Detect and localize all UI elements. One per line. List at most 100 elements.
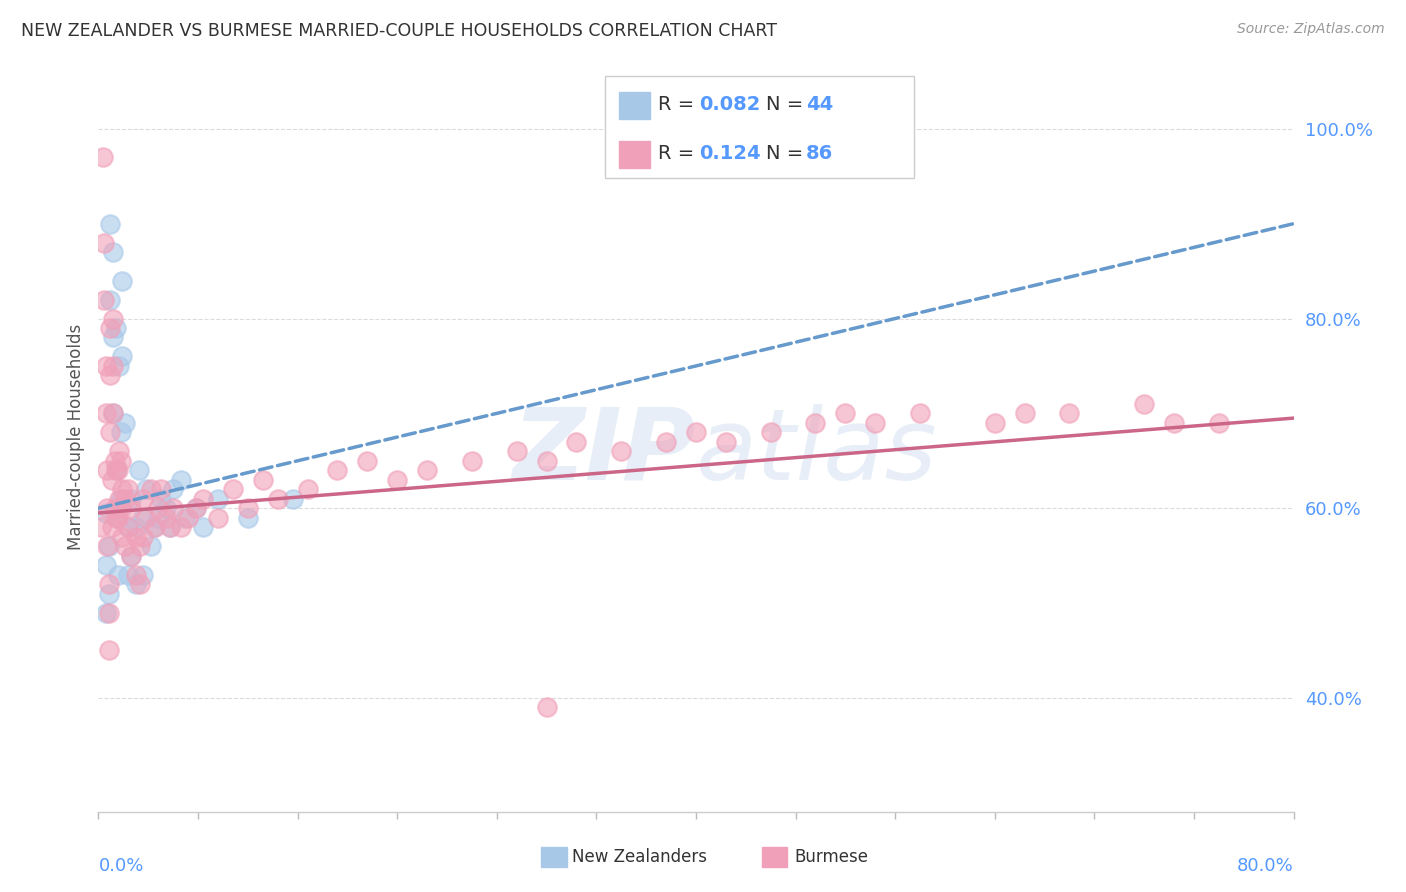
Point bbox=[169, 473, 191, 487]
Point bbox=[105, 463, 128, 477]
Point bbox=[103, 330, 125, 344]
Point bbox=[356, 454, 378, 468]
Point bbox=[103, 311, 125, 326]
Point bbox=[114, 416, 136, 430]
Text: New Zealanders: New Zealanders bbox=[572, 848, 707, 866]
Point bbox=[111, 482, 134, 496]
Point bbox=[94, 606, 117, 620]
Point bbox=[159, 520, 181, 534]
Point bbox=[155, 501, 177, 516]
Point bbox=[111, 350, 134, 364]
Point bbox=[108, 444, 131, 458]
Text: 80.0%: 80.0% bbox=[1237, 857, 1294, 875]
Point bbox=[110, 425, 132, 440]
Point bbox=[191, 491, 214, 506]
Point bbox=[128, 463, 150, 477]
Point bbox=[96, 463, 118, 477]
Point bbox=[207, 491, 229, 506]
Point bbox=[565, 434, 588, 449]
Point bbox=[110, 454, 132, 468]
Point bbox=[461, 454, 484, 468]
Point bbox=[169, 520, 191, 534]
Point bbox=[132, 567, 155, 582]
Point bbox=[98, 425, 122, 440]
Point bbox=[714, 434, 737, 449]
Point bbox=[94, 506, 117, 520]
Point bbox=[125, 577, 148, 591]
Point bbox=[93, 235, 115, 250]
Point bbox=[297, 482, 319, 496]
Text: R =: R = bbox=[658, 95, 700, 113]
Point bbox=[108, 359, 131, 373]
Point bbox=[103, 245, 125, 260]
Point bbox=[236, 510, 259, 524]
Point bbox=[655, 434, 678, 449]
Point bbox=[207, 510, 229, 524]
Point bbox=[105, 463, 128, 477]
Point bbox=[184, 501, 207, 516]
Point bbox=[132, 491, 155, 506]
Text: 0.082: 0.082 bbox=[699, 95, 761, 113]
Point bbox=[97, 586, 120, 600]
Point bbox=[252, 473, 274, 487]
Point bbox=[326, 463, 349, 477]
Point bbox=[110, 501, 132, 516]
Point bbox=[117, 567, 139, 582]
Point bbox=[150, 482, 173, 496]
Point bbox=[162, 482, 184, 496]
Text: N =: N = bbox=[766, 144, 810, 162]
Point bbox=[117, 520, 139, 534]
Point bbox=[1208, 416, 1230, 430]
Point bbox=[129, 577, 152, 591]
Point bbox=[142, 520, 165, 534]
Text: atlas: atlas bbox=[696, 403, 938, 500]
Point bbox=[98, 368, 122, 383]
Point bbox=[506, 444, 529, 458]
Text: 44: 44 bbox=[806, 95, 832, 113]
Point bbox=[865, 416, 887, 430]
Point bbox=[148, 510, 170, 524]
Point bbox=[150, 491, 173, 506]
Point bbox=[125, 520, 148, 534]
Point bbox=[191, 520, 214, 534]
Point bbox=[120, 549, 142, 563]
Text: ZIP: ZIP bbox=[513, 403, 696, 500]
Point bbox=[104, 501, 127, 516]
Point bbox=[105, 321, 128, 335]
Point bbox=[148, 501, 170, 516]
Point bbox=[94, 406, 117, 420]
Point bbox=[96, 501, 118, 516]
Point bbox=[120, 491, 142, 506]
Point bbox=[184, 501, 207, 516]
Point bbox=[129, 539, 152, 553]
Point bbox=[98, 321, 122, 335]
Point bbox=[103, 359, 125, 373]
Point bbox=[1014, 406, 1036, 420]
Point bbox=[111, 274, 134, 288]
Point bbox=[143, 520, 166, 534]
Point bbox=[107, 567, 129, 582]
Point bbox=[1163, 416, 1185, 430]
Point bbox=[104, 454, 127, 468]
Point bbox=[120, 549, 142, 563]
Text: NEW ZEALANDER VS BURMESE MARRIED-COUPLE HOUSEHOLDS CORRELATION CHART: NEW ZEALANDER VS BURMESE MARRIED-COUPLE … bbox=[21, 22, 778, 40]
Point bbox=[98, 217, 122, 231]
Point bbox=[103, 406, 125, 420]
Point bbox=[107, 510, 129, 524]
Point bbox=[117, 520, 139, 534]
Point bbox=[804, 416, 827, 430]
Point bbox=[97, 606, 120, 620]
Point bbox=[103, 406, 125, 420]
Point bbox=[416, 463, 439, 477]
Point bbox=[97, 643, 120, 657]
Point bbox=[97, 539, 120, 553]
Point bbox=[908, 406, 931, 420]
Point bbox=[125, 567, 148, 582]
Point bbox=[236, 501, 259, 516]
Point bbox=[984, 416, 1007, 430]
Point bbox=[125, 530, 148, 544]
Point bbox=[93, 293, 115, 307]
Point bbox=[267, 491, 290, 506]
Point bbox=[117, 482, 139, 496]
Point bbox=[155, 510, 177, 524]
